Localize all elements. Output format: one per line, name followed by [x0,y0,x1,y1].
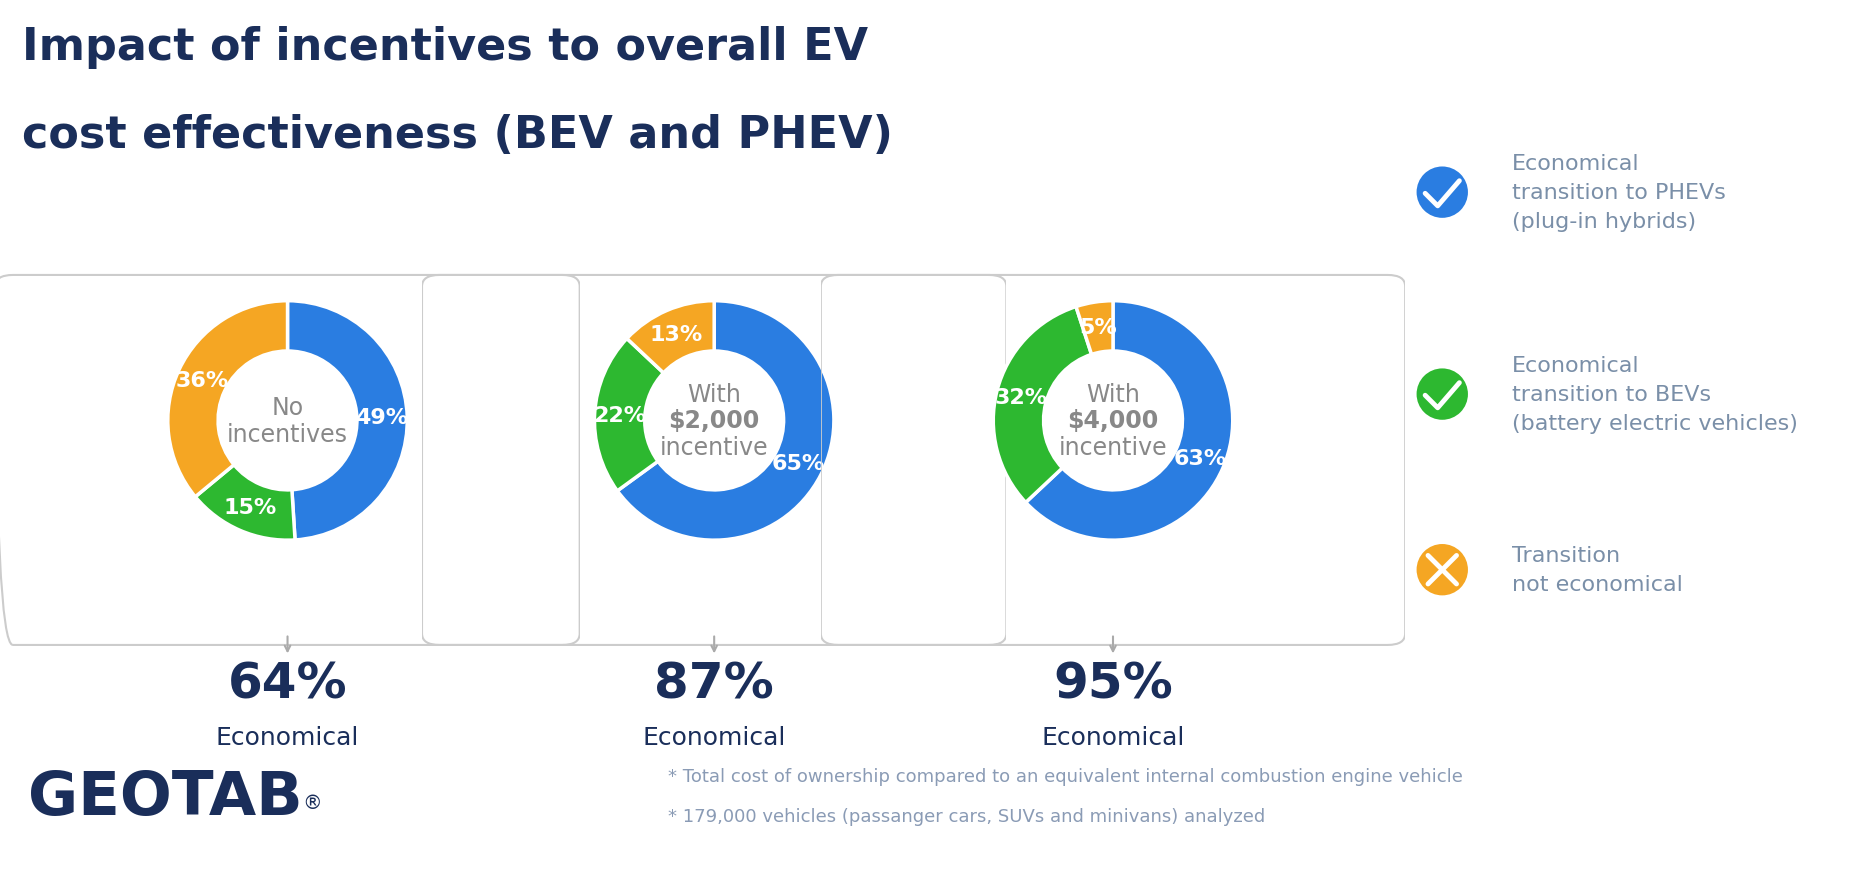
Wedge shape [1026,302,1234,540]
Text: Economical
transition to PHEVs
(plug-in hybrids): Economical transition to PHEVs (plug-in … [1512,154,1725,232]
Circle shape [1417,545,1467,595]
Text: No: No [271,396,304,420]
Text: Economical: Economical [642,724,787,749]
Circle shape [1417,168,1467,218]
Circle shape [1417,369,1467,420]
Text: 65%: 65% [772,454,825,474]
Wedge shape [1076,302,1113,355]
Text: GEOTAB: GEOTAB [28,768,302,828]
Wedge shape [627,302,714,374]
Text: $2,000: $2,000 [668,409,761,433]
Wedge shape [594,339,664,491]
Text: Economical: Economical [1041,724,1185,749]
Text: 95%: 95% [1054,660,1172,708]
Text: With: With [1085,382,1141,407]
Text: 32%: 32% [994,388,1048,408]
Text: Impact of incentives to overall EV: Impact of incentives to overall EV [22,26,868,69]
Wedge shape [618,302,835,540]
Text: With: With [686,382,742,407]
Text: 15%: 15% [223,497,276,517]
Text: incentive: incentive [660,435,768,460]
Text: incentive: incentive [1059,435,1167,460]
Text: * 179,000 vehicles (passanger cars, SUVs and minivans) analyzed: * 179,000 vehicles (passanger cars, SUVs… [668,807,1265,824]
Wedge shape [167,302,288,497]
Circle shape [1044,352,1182,490]
Circle shape [219,352,356,490]
Text: 5%: 5% [1080,317,1117,338]
Text: incentives: incentives [226,422,349,446]
Circle shape [646,352,783,490]
Text: ®: ® [302,793,323,812]
Text: 36%: 36% [176,371,228,391]
Text: 22%: 22% [594,405,646,425]
Text: cost effectiveness (BEV and PHEV): cost effectiveness (BEV and PHEV) [22,114,894,157]
Text: 64%: 64% [228,660,347,708]
Text: 87%: 87% [655,660,774,708]
Text: Economical
transition to BEVs
(battery electric vehicles): Economical transition to BEVs (battery e… [1512,356,1797,433]
Text: Transition
not economical: Transition not economical [1512,545,1682,595]
Wedge shape [288,302,408,540]
Wedge shape [992,307,1091,503]
Text: 63%: 63% [1172,448,1226,468]
Text: Economical: Economical [215,724,360,749]
Wedge shape [195,465,295,540]
Text: 13%: 13% [649,324,703,345]
Text: 49%: 49% [356,408,408,428]
Text: * Total cost of ownership compared to an equivalent internal combustion engine v: * Total cost of ownership compared to an… [668,767,1464,785]
Text: $4,000: $4,000 [1067,409,1159,433]
